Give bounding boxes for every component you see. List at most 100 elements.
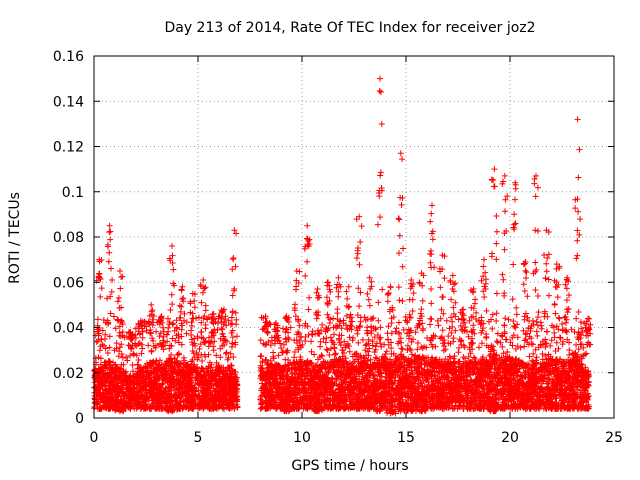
- roti-point: [132, 334, 139, 341]
- roti-point: [132, 332, 139, 339]
- roti-point: [130, 350, 137, 357]
- roti-point: [99, 341, 106, 348]
- roti-point: [96, 347, 103, 354]
- roti-point: [113, 340, 120, 347]
- roti-point: [115, 393, 122, 400]
- points-layer: [91, 75, 594, 417]
- roti-point: [91, 379, 98, 386]
- roti-point: [91, 399, 98, 406]
- roti-point: [97, 355, 104, 362]
- roti-point: [129, 368, 136, 375]
- roti-point: [120, 361, 127, 368]
- roti-point-excursion: [105, 321, 112, 328]
- roti-point: [115, 405, 122, 412]
- roti-point: [112, 398, 119, 405]
- roti-point: [95, 354, 102, 361]
- roti-point: [111, 362, 118, 369]
- roti-point-excursion: [105, 258, 112, 265]
- roti-point: [104, 349, 111, 356]
- roti-point: [115, 385, 122, 392]
- roti-point: [98, 336, 105, 343]
- roti-point: [138, 350, 145, 357]
- roti-point: [95, 330, 102, 337]
- roti-point: [102, 393, 109, 400]
- roti-point: [122, 368, 129, 375]
- roti-point: [139, 334, 146, 341]
- roti-point: [116, 348, 123, 355]
- roti-point: [102, 370, 109, 377]
- roti-point: [102, 383, 109, 390]
- roti-point: [117, 398, 124, 405]
- roti-point: [113, 345, 120, 352]
- roti-point: [129, 362, 136, 369]
- roti-point-excursion: [107, 293, 114, 300]
- roti-point: [124, 392, 131, 399]
- roti-point: [92, 372, 99, 379]
- roti-point: [103, 387, 110, 394]
- roti-point: [95, 387, 102, 394]
- roti-point-excursion: [118, 317, 125, 324]
- roti-point: [117, 376, 124, 383]
- roti-point: [105, 400, 112, 407]
- roti-point: [122, 401, 129, 408]
- roti-point: [119, 328, 126, 335]
- roti-point: [107, 365, 114, 372]
- roti-point-excursion: [114, 298, 121, 305]
- roti-point-excursion: [118, 341, 125, 348]
- roti-point: [95, 377, 102, 384]
- roti-point: [116, 323, 123, 330]
- roti-point: [113, 365, 120, 372]
- roti-point-excursion: [94, 316, 101, 323]
- roti-point: [98, 366, 105, 373]
- roti-point: [106, 333, 113, 340]
- roti-point-excursion: [117, 285, 124, 292]
- roti-point: [101, 403, 108, 410]
- roti-point: [112, 406, 119, 413]
- roti-point: [123, 333, 130, 340]
- roti-point: [112, 325, 119, 332]
- roti-point-excursion: [104, 243, 111, 250]
- roti-point-excursion: [106, 249, 113, 256]
- roti-point: [127, 389, 134, 396]
- roti-point: [101, 359, 108, 366]
- roti-point: [106, 344, 113, 351]
- roti-point: [111, 313, 118, 320]
- roti-point-excursion: [109, 277, 116, 284]
- roti-point-excursion: [107, 310, 114, 317]
- roti-point: [105, 382, 112, 389]
- roti-point: [91, 392, 98, 399]
- roti-point-excursion: [129, 341, 136, 348]
- roti-point: [101, 335, 108, 342]
- roti-point-excursion: [106, 229, 113, 236]
- roti-point-excursion: [107, 228, 114, 235]
- roti-point: [94, 337, 101, 344]
- roti-point-excursion: [97, 293, 104, 300]
- roti-point: [130, 351, 137, 358]
- roti-point: [108, 378, 115, 385]
- roti-point: [93, 338, 100, 345]
- roti-point-excursion: [95, 325, 102, 332]
- roti-point-excursion: [115, 294, 122, 301]
- roti-point: [115, 384, 122, 391]
- roti-point-excursion: [114, 316, 121, 323]
- roti-point-excursion: [118, 273, 125, 280]
- roti-point-excursion: [116, 304, 123, 311]
- roti-point: [135, 356, 142, 363]
- roti-point: [116, 366, 123, 373]
- roti-point: [99, 327, 106, 334]
- roti-point: [116, 344, 123, 351]
- roti-point: [106, 358, 113, 365]
- roti-point-excursion: [98, 285, 105, 292]
- roti-point: [127, 396, 134, 403]
- roti-point: [104, 375, 111, 382]
- roti-point: [126, 373, 133, 380]
- roti-point-excursion: [116, 332, 123, 339]
- roti-point: [127, 352, 134, 359]
- roti-point-excursion: [96, 270, 103, 277]
- roti-point: [123, 354, 130, 361]
- roti-point: [108, 402, 115, 409]
- roti-point: [97, 398, 104, 405]
- roti-point: [96, 393, 103, 400]
- roti-point: [119, 354, 126, 361]
